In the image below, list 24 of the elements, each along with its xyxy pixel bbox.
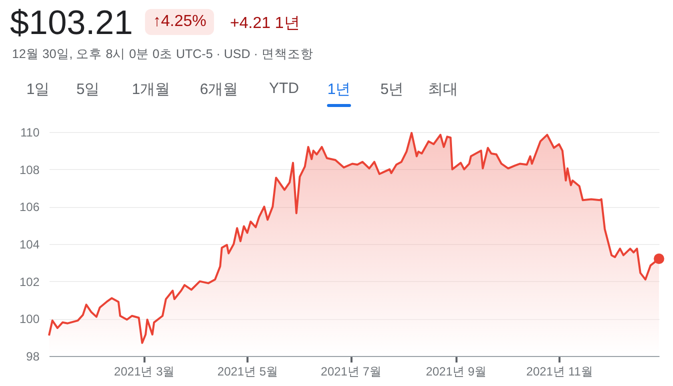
x-tick-label: 2021년 7월 xyxy=(320,364,382,378)
y-tick-label: 110 xyxy=(20,126,40,140)
y-tick-label: 98 xyxy=(26,350,40,364)
x-tick-label: 2021년 5월 xyxy=(217,364,278,378)
text: 6개월 xyxy=(200,80,238,99)
y-tick-label: 102 xyxy=(19,274,40,289)
y-tick-label: 108 xyxy=(19,162,40,177)
x-tick-label: 2021년 3월 xyxy=(114,364,175,378)
text: 1일 xyxy=(26,80,50,99)
text: YTD xyxy=(269,80,299,97)
y-tick-label: 100 xyxy=(19,312,40,326)
text: 5년 xyxy=(380,80,404,99)
y-tick-label: 106 xyxy=(19,200,40,214)
chart-title: $103.21 xyxy=(10,4,133,43)
chart-subtitle: 12월 30일, 오후 8시 0분 0초 UTC-5 · USD · 면책조항 xyxy=(12,46,314,63)
text: ↑4.25% xyxy=(145,9,214,35)
y-tick-label: 104 xyxy=(19,238,40,252)
x-tick-label: 2021년 11월 xyxy=(526,364,593,378)
x-tick-label: 2021년 9월 xyxy=(426,364,487,378)
text: 1개월 xyxy=(132,80,170,99)
text: +4.21 1년 xyxy=(230,14,300,34)
text: 1년 xyxy=(327,80,351,99)
text: 최대 xyxy=(428,80,458,99)
text: 5일 xyxy=(76,80,100,99)
